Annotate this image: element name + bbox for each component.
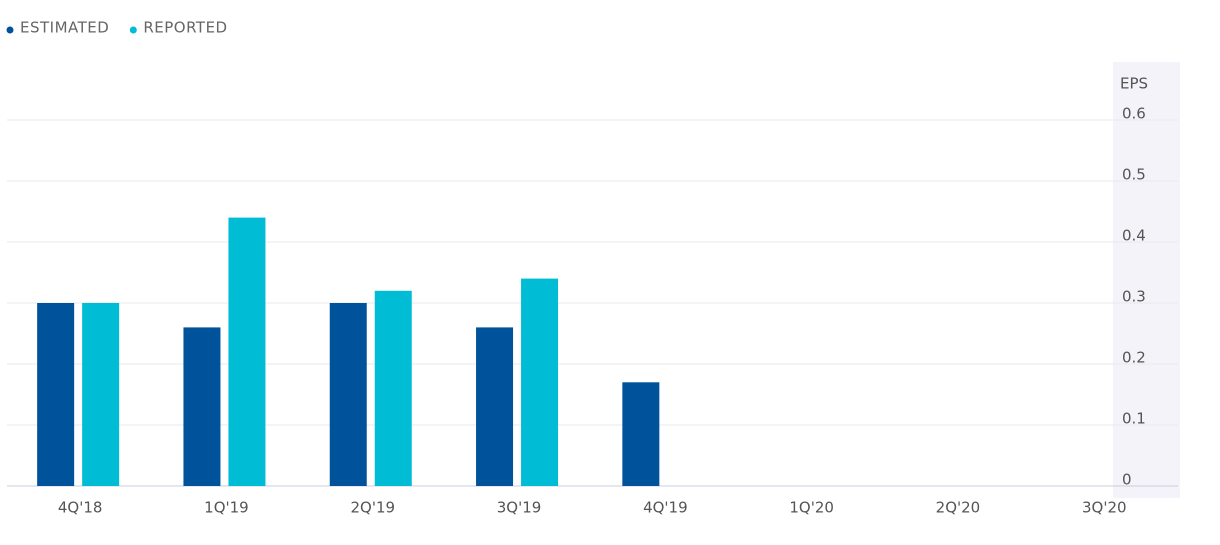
legend: ESTIMATED REPORTED bbox=[6, 19, 227, 37]
x-tick-label: 3Q'19 bbox=[497, 499, 542, 517]
x-tick-label: 2Q'19 bbox=[350, 499, 395, 517]
bar bbox=[37, 303, 75, 486]
y-tick-label: 0.1 bbox=[1122, 410, 1146, 428]
y-tick-label: 0.4 bbox=[1122, 227, 1146, 245]
bar bbox=[374, 290, 412, 486]
y-tick-label: 0.5 bbox=[1122, 166, 1146, 184]
bar bbox=[228, 217, 266, 486]
axis-panel bbox=[1113, 62, 1180, 498]
x-tick-label: 4Q'19 bbox=[643, 499, 688, 517]
x-tick-label: 1Q'20 bbox=[789, 499, 834, 517]
x-tick-label: 1Q'19 bbox=[204, 499, 249, 517]
legend-label: REPORTED bbox=[143, 19, 227, 37]
y-tick-label: 0 bbox=[1122, 471, 1132, 489]
x-tick-label: 3Q'20 bbox=[1082, 499, 1127, 517]
y-tick-label: 0.6 bbox=[1122, 105, 1146, 123]
y-axis-label: EPS bbox=[1120, 75, 1148, 93]
bar bbox=[82, 303, 120, 486]
bar bbox=[183, 327, 221, 486]
legend-marker bbox=[6, 26, 14, 34]
bar bbox=[521, 278, 559, 486]
legend-label: ESTIMATED bbox=[20, 19, 109, 37]
x-tick-label: 2Q'20 bbox=[936, 499, 981, 517]
y-tick-label: 0.3 bbox=[1122, 288, 1146, 306]
legend-marker bbox=[129, 26, 137, 34]
bar bbox=[329, 303, 367, 486]
x-tick-label: 4Q'18 bbox=[58, 499, 103, 517]
bar bbox=[622, 382, 660, 486]
y-tick-label: 0.2 bbox=[1122, 349, 1146, 367]
bar bbox=[476, 327, 514, 486]
